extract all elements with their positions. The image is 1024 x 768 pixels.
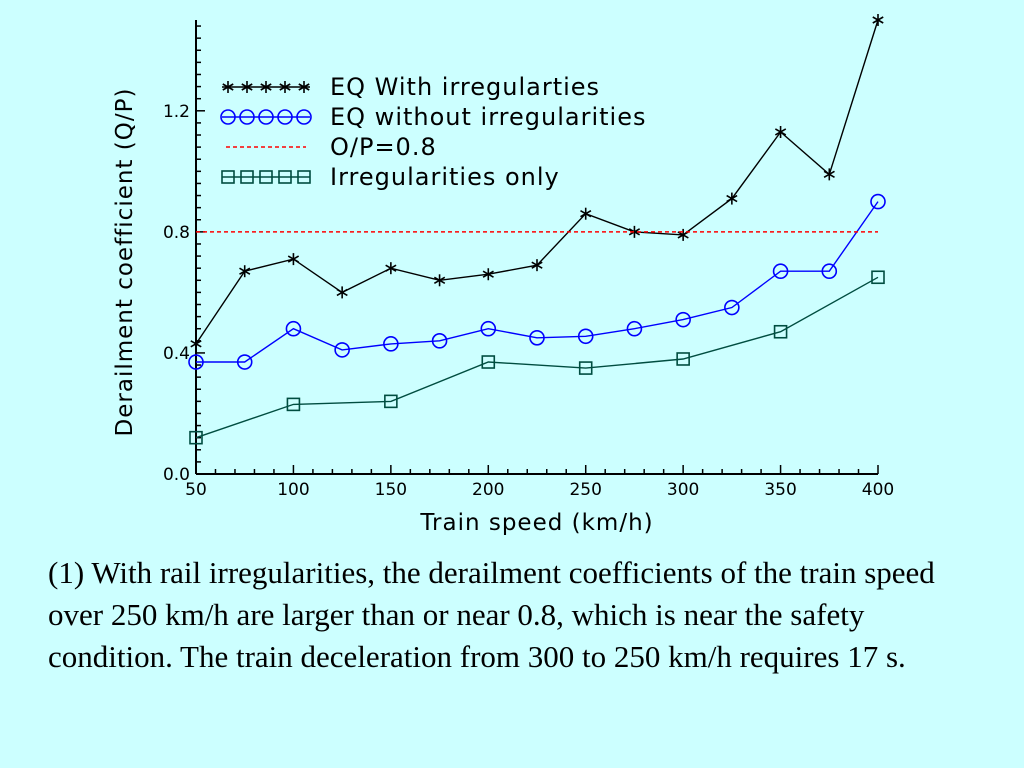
x-tick-label: 100 (277, 480, 309, 500)
series-1 (188, 193, 886, 370)
legend-label: EQ without irregularities (330, 103, 646, 131)
data-point (334, 342, 350, 358)
legend-item-0: EQ With irregularties (222, 73, 600, 101)
legend-label: O/P=0.8 (330, 133, 437, 161)
data-point (190, 337, 202, 350)
legend-marker (240, 170, 254, 184)
series-3 (189, 270, 885, 445)
legend-marker (259, 170, 273, 184)
data-point (577, 328, 594, 345)
data-point (285, 320, 302, 337)
data-point (871, 270, 885, 285)
legend-label: Irregularities only (330, 163, 560, 191)
legend-marker (278, 170, 292, 184)
data-point (626, 320, 643, 337)
data-point (239, 265, 251, 278)
data-point (578, 361, 593, 375)
data-point (772, 263, 789, 280)
legend-item-3: Irregularities only (221, 163, 560, 191)
data-point (726, 192, 738, 205)
data-point (433, 274, 446, 287)
chart-series (188, 14, 886, 445)
caption-text: (1) With rail irregularities, the derail… (48, 555, 935, 674)
data-point (189, 430, 203, 445)
legend-label: EQ With irregularties (330, 73, 600, 101)
y-tick-label: 1.2 (163, 102, 190, 122)
legend-marker (277, 109, 293, 125)
legend-item-2: O/P=0.8 (226, 133, 437, 161)
series-0 (190, 14, 884, 350)
y-tick-label: 0.4 (163, 344, 190, 364)
legend-marker (279, 81, 291, 93)
legend-marker (241, 81, 253, 93)
data-point (385, 262, 397, 275)
data-point (872, 14, 884, 26)
legend-marker (258, 109, 274, 125)
legend-marker (222, 81, 234, 93)
x-tick-label: 50 (185, 480, 207, 500)
legend-marker (221, 170, 235, 184)
data-point (286, 397, 301, 412)
x-tick-label: 200 (472, 480, 504, 500)
data-point (188, 354, 204, 370)
data-point (676, 352, 690, 366)
data-point (480, 320, 497, 337)
legend-marker (260, 81, 272, 93)
legend-marker (297, 170, 311, 184)
series-line (196, 201, 879, 363)
data-point (773, 324, 788, 339)
x-tick-label: 400 (862, 480, 894, 500)
legend-item-1: EQ without irregularities (220, 103, 646, 131)
x-tick-label: 300 (667, 480, 699, 500)
x-tick-label: 250 (569, 480, 601, 500)
data-point (529, 329, 545, 346)
series-line (195, 276, 879, 439)
y-tick-label: 0.8 (163, 223, 190, 243)
x-tick-label: 150 (375, 480, 407, 500)
data-point (431, 333, 448, 349)
data-point (870, 193, 886, 210)
data-point (336, 286, 348, 299)
data-point (383, 336, 399, 352)
data-point (236, 354, 253, 370)
data-point (675, 311, 691, 328)
data-point (821, 263, 838, 280)
data-point (384, 394, 398, 409)
legend-marker (220, 109, 236, 125)
data-point (482, 268, 494, 281)
data-point (677, 228, 689, 241)
legend-marker (296, 109, 312, 125)
data-point (481, 355, 496, 369)
y-tick-label: 0.0 (163, 465, 190, 485)
data-point (531, 259, 543, 272)
derailment-chart: 0.0 0.4 0.8 1.2 50 100 150 200 250 300 350 400 EQ W… (112, 14, 894, 536)
data-point (724, 299, 740, 316)
x-axis-title: Train speed (km/h) (419, 510, 653, 536)
data-point (774, 125, 787, 138)
data-point (287, 253, 300, 266)
chart-axes (195, 20, 878, 475)
x-tick-label: 350 (764, 480, 796, 500)
legend-marker (239, 109, 255, 125)
data-point (628, 225, 641, 238)
data-point (580, 207, 592, 220)
legend-marker (298, 81, 310, 93)
y-axis-title: Derailment coefficient (Q/P) (112, 88, 138, 437)
data-point (823, 168, 835, 181)
